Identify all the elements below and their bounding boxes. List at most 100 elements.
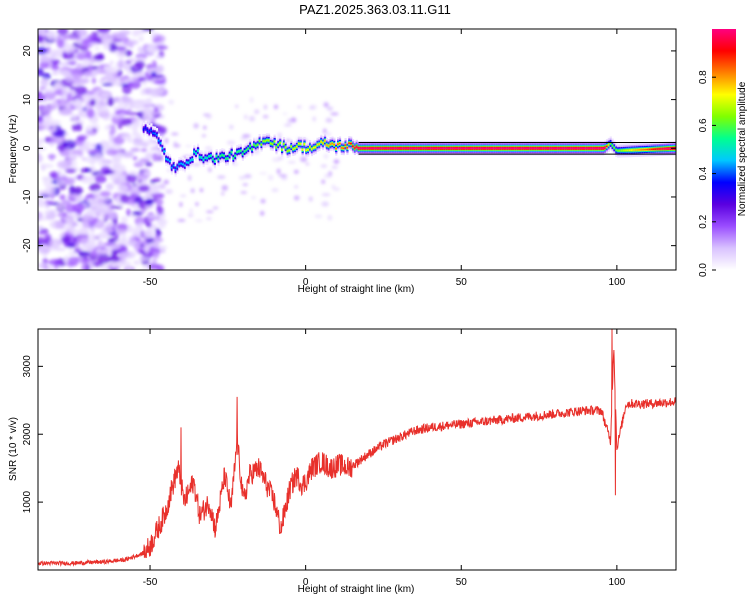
speckle (133, 140, 145, 147)
ridge-cell (331, 142, 334, 145)
ridge-cell (333, 143, 336, 146)
ridge-cell (178, 163, 181, 165)
speckle (192, 162, 201, 167)
speckle (195, 202, 199, 207)
speckle (72, 70, 84, 79)
speckle (56, 160, 71, 169)
ridge-cell (613, 147, 616, 149)
ridge-cell (551, 147, 554, 150)
speckle (167, 168, 171, 173)
snr-x-ticks: -50 0 50 100 (143, 329, 626, 588)
spectrogram-x-ticks: -50 0 50 100 (143, 29, 626, 288)
speckle (41, 106, 52, 115)
speckle (119, 112, 125, 118)
ridge-cell (594, 147, 597, 150)
speckle (38, 67, 44, 77)
ridge-cell (213, 160, 216, 163)
speckle (75, 52, 87, 61)
speckle (287, 161, 296, 164)
ridge-cell (327, 145, 330, 147)
ridge-cell (309, 146, 312, 148)
ridge-cell (557, 147, 560, 150)
speckle (147, 185, 157, 193)
ridge-cell (208, 155, 211, 158)
speckle (70, 149, 83, 155)
speckle (267, 174, 274, 181)
speckle (129, 42, 134, 49)
speckle (96, 29, 111, 34)
x-tick-label: 0 (303, 577, 309, 588)
ridge-cell (389, 147, 392, 150)
speckle (285, 138, 291, 143)
ridge-cell (432, 147, 435, 150)
speckle (38, 225, 44, 230)
speckle (71, 212, 80, 219)
speckle (119, 251, 133, 258)
speckle (242, 183, 248, 186)
colorbar-tick-label: 0.8 (698, 70, 709, 84)
speckle (81, 175, 94, 184)
speckle (151, 88, 166, 94)
speckle (49, 220, 56, 229)
speckle (249, 96, 254, 103)
x-tick-label: 50 (456, 577, 468, 588)
speckle (126, 208, 131, 217)
ridge-cell (142, 128, 146, 131)
speckle (78, 250, 91, 257)
speckle (88, 240, 97, 250)
speckle (112, 158, 122, 167)
speckle (85, 155, 99, 164)
speckle (118, 98, 123, 108)
speckle (81, 214, 94, 223)
ridge-cell (288, 149, 291, 152)
ridge-cell (527, 147, 530, 150)
chart-title: PAZ1.2025.363.03.11.G11 (299, 2, 451, 17)
snr-series-line (38, 329, 676, 567)
speckle (46, 265, 55, 270)
ridge-cell (598, 147, 601, 150)
speckle (81, 93, 93, 103)
ridge-cell (540, 147, 543, 150)
ridge-cell (463, 147, 467, 150)
speckle (49, 153, 54, 161)
speckle (52, 59, 61, 65)
speckle (137, 222, 143, 231)
ridge-cell (497, 147, 500, 150)
speckle (85, 198, 99, 203)
ridge-cell (467, 147, 470, 150)
speckle (51, 71, 59, 76)
ridge-cell (484, 147, 487, 150)
ridge-cell (303, 143, 306, 145)
speckle (116, 184, 129, 192)
ridge-cell (419, 147, 422, 150)
speckle (94, 104, 104, 110)
speckle (38, 236, 46, 246)
speckle (83, 71, 91, 77)
ridge-cell (154, 132, 157, 135)
ridge-cell (374, 147, 377, 150)
ridge-cell (469, 147, 472, 150)
speckle (138, 184, 150, 193)
ridge-cell (211, 158, 215, 160)
speckle (94, 190, 101, 201)
speckle (187, 213, 194, 218)
speckle (203, 125, 207, 130)
ridge-cell (456, 147, 459, 150)
speckle (70, 229, 84, 236)
speckle (86, 149, 101, 155)
ridge-cell (424, 147, 427, 150)
ridge-cell (490, 147, 493, 150)
ridge-cell (150, 129, 153, 132)
ridge-cell (538, 147, 541, 150)
ridge-cell (525, 147, 528, 150)
speckle (164, 137, 169, 144)
ridge-cell (239, 149, 243, 152)
ridge-cell (260, 143, 263, 146)
speckle (39, 86, 46, 91)
y-tick-label: 2000 (22, 423, 33, 446)
ridge-cell (520, 147, 523, 150)
ridge-cell (447, 147, 450, 150)
ridge-cell (622, 149, 625, 152)
speckle (63, 147, 71, 158)
speckle (126, 124, 139, 129)
